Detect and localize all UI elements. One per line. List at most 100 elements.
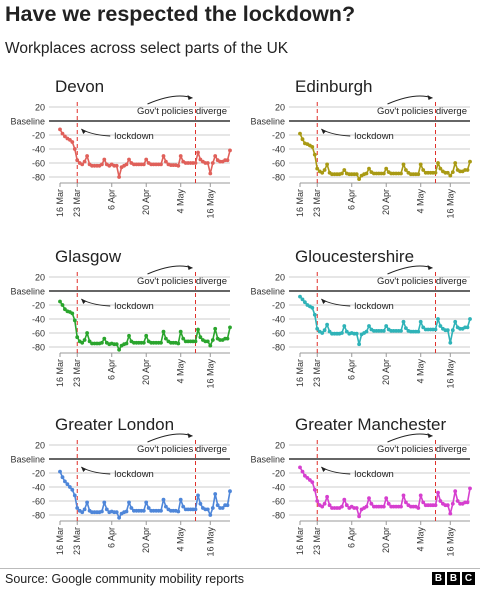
data-point [445, 170, 450, 175]
data-point [298, 294, 302, 299]
data-point [320, 331, 325, 335]
data-point [58, 127, 62, 132]
x-tick-label: 16 Mar [55, 359, 65, 387]
data-point [159, 340, 163, 345]
data-point [354, 331, 359, 336]
baseline-label: Baseline [250, 117, 285, 127]
data-point [124, 162, 129, 167]
data-point [445, 328, 450, 333]
x-tick-label: 6 Apr [107, 527, 117, 548]
data-point [404, 168, 408, 172]
data-point [129, 506, 134, 510]
data-point [100, 162, 104, 167]
lockdown-annotation: lockdown [114, 301, 154, 312]
y-tick-label: -40 [32, 315, 45, 325]
x-tick-label: 23 Mar [72, 527, 82, 555]
data-point [401, 319, 406, 324]
chart-title: Glasgow [55, 247, 122, 266]
data-point [433, 503, 438, 508]
data-point [465, 500, 470, 505]
data-point [68, 485, 72, 489]
data-point [102, 336, 107, 341]
data-point [465, 168, 470, 172]
diverge-annotation: Gov't policies diverge [137, 444, 227, 455]
diverge-annotation: Gov't policies diverge [377, 444, 467, 455]
lockdown-arrowhead [81, 299, 87, 304]
data-point [164, 336, 168, 341]
data-point [364, 329, 369, 334]
data-point [117, 515, 121, 520]
x-tick-label: 16 May [205, 527, 215, 557]
x-tick-label: 16 May [205, 359, 215, 389]
x-tick-label: 16 Mar [55, 189, 65, 217]
diverge-arrow [387, 433, 433, 443]
x-tick-label: 20 Apr [141, 527, 151, 553]
data-point [453, 489, 458, 494]
lockdown-arrowhead [81, 129, 87, 134]
diverge-arrow [147, 433, 193, 443]
data-point [104, 507, 109, 512]
data-point [144, 333, 149, 338]
data-point [450, 328, 455, 333]
y-tick-label: 20 [35, 103, 45, 113]
data-point [63, 307, 67, 312]
data-point [210, 506, 215, 510]
y-tick-label: -80 [272, 173, 285, 183]
y-tick-label: -60 [272, 329, 285, 339]
data-point [102, 157, 107, 162]
data-point [438, 324, 443, 328]
page-title: Have we respected the lockdown? [5, 2, 356, 26]
y-tick-label: -20 [272, 301, 285, 311]
data-point [364, 504, 369, 509]
y-tick-label: -80 [272, 511, 285, 521]
data-point [310, 305, 315, 310]
data-point [225, 336, 230, 341]
data-point [63, 479, 67, 484]
data-point [80, 340, 85, 345]
data-point [322, 501, 327, 506]
x-tick-label: 6 Apr [347, 359, 357, 380]
lockdown-arrowhead [321, 299, 327, 304]
data-point [344, 329, 349, 334]
data-point [85, 500, 89, 505]
diverge-annotation: Gov't policies diverge [377, 106, 467, 117]
diverge-arrowhead [427, 433, 433, 438]
data-point [205, 507, 210, 512]
data-point [468, 317, 472, 321]
baseline-label: Baseline [10, 117, 45, 127]
chart-title: Edinburgh [295, 77, 373, 96]
diverge-arrow [387, 265, 433, 275]
data-point [176, 509, 181, 514]
data-point [124, 509, 129, 514]
data-point [114, 342, 119, 347]
data-point [196, 493, 200, 498]
data-point [468, 159, 472, 164]
data-point [208, 343, 213, 348]
chart-panel: Edinburgh 20 -20 -40 -60 -80 Baseline 16 Mar 23 … [250, 77, 472, 219]
page-subtitle: Workplaces across select parts of the UK [5, 40, 289, 57]
data-point [465, 325, 470, 330]
data-point [85, 331, 89, 335]
data-point [82, 338, 87, 342]
y-tick-label: 20 [275, 441, 285, 451]
data-point [144, 500, 149, 505]
data-point [448, 173, 453, 178]
y-tick-label: -20 [272, 469, 285, 479]
data-point [312, 487, 317, 492]
data-point [117, 347, 121, 352]
data-point [450, 170, 455, 174]
data-point [210, 338, 215, 342]
data-point [80, 510, 85, 515]
y-tick-label: 20 [275, 103, 285, 113]
data-point [436, 490, 440, 495]
data-point [320, 504, 325, 509]
y-tick-label: -60 [32, 329, 45, 339]
data-point [70, 311, 75, 316]
data-point [416, 506, 421, 510]
data-point [421, 325, 426, 330]
x-tick-label: 6 Apr [347, 527, 357, 548]
data-point [72, 147, 77, 151]
x-tick-label: 20 Apr [381, 189, 391, 215]
data-point [303, 300, 307, 305]
data-point [354, 172, 359, 177]
